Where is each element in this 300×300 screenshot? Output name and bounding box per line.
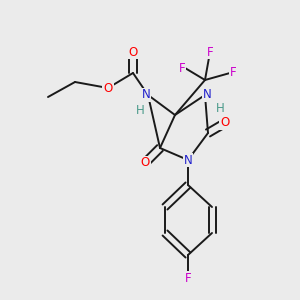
Text: F: F: [179, 61, 185, 74]
Text: O: O: [103, 82, 112, 94]
Text: N: N: [202, 88, 211, 101]
Text: O: O: [220, 116, 230, 130]
Text: H: H: [136, 103, 144, 116]
Text: N: N: [184, 154, 192, 166]
Text: N: N: [142, 88, 150, 101]
Text: O: O: [128, 46, 138, 59]
Text: F: F: [207, 46, 213, 59]
Text: O: O: [140, 157, 150, 169]
Text: H: H: [216, 101, 224, 115]
Text: F: F: [185, 272, 191, 284]
Text: F: F: [230, 67, 236, 80]
